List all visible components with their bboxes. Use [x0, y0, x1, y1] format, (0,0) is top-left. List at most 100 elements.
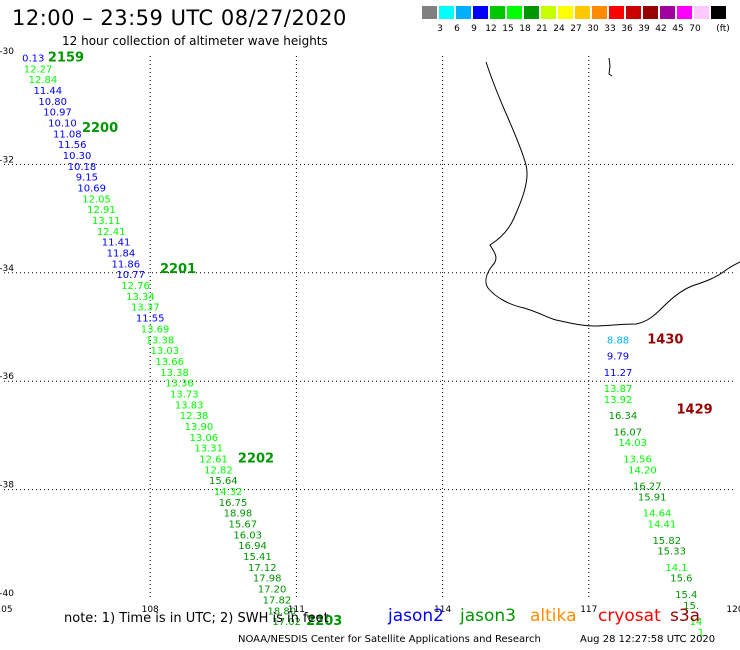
scale-swatch — [558, 6, 573, 19]
wave-height-value: 13.36 — [165, 379, 194, 390]
altimeter-tracks: 0.1312.2712.8411.4410.8010.9710.1011.081… — [22, 50, 713, 639]
lat-tick-label: -34 — [0, 264, 14, 274]
wave-height-value: 17.12 — [248, 563, 277, 574]
scale-swatch — [439, 6, 454, 19]
time-label: 2202 — [238, 452, 274, 467]
wave-height-value: 11.86 — [112, 259, 141, 270]
wave-height-value: 17.02 — [272, 617, 301, 628]
wave-height-value: 15.4 — [675, 590, 697, 601]
wave-height-value: 13.06 — [189, 433, 218, 444]
wave-height-value: 10.97 — [43, 108, 72, 119]
scale-swatch — [473, 6, 488, 19]
wave-height-value: 13.31 — [194, 444, 223, 455]
wave-height-value: 10.80 — [38, 97, 67, 108]
wave-height-value: 15.41 — [243, 552, 272, 563]
coastline-australia — [485, 61, 740, 327]
wave-height-value: 15.82 — [652, 536, 681, 547]
lon-tick-label: 105 — [0, 605, 13, 615]
scale-tick-label: 45 — [672, 24, 684, 34]
lon-tick-label: 120 — [726, 605, 740, 615]
scale-tick-label: 9 — [471, 24, 477, 34]
wave-height-value: 11.56 — [58, 140, 87, 151]
wave-height-value: 11.08 — [53, 129, 82, 140]
wave-height-value: 10.10 — [48, 118, 77, 129]
wave-height-value: 13.11 — [92, 216, 121, 227]
wave-height-value: 14 — [690, 617, 703, 628]
satellite-label-s3a: s3a — [670, 606, 701, 626]
wave-height-value: 12.61 — [199, 455, 228, 466]
time-label: 2201 — [160, 262, 196, 277]
scale-tick-label: 42 — [655, 24, 667, 34]
time-label: 1429 — [677, 403, 713, 418]
lat-lon-grid — [4, 56, 735, 598]
wave-height-value: 16.34 — [609, 411, 638, 422]
scale-unit-label: (ft) — [716, 24, 730, 34]
wave-height-value: 12.76 — [121, 281, 150, 292]
track-jason3: 0.1312.2712.8411.4410.8010.9710.1011.081… — [22, 50, 342, 629]
scale-tick-label: 27 — [570, 24, 582, 34]
footer-note: note: 1) Time is in UTC; 2) SWH is in fe… — [64, 611, 329, 626]
wave-height-value: 10.77 — [116, 270, 145, 281]
small-island — [608, 57, 613, 77]
wave-height-value: 16.03 — [233, 530, 262, 541]
scale-swatch — [626, 6, 641, 19]
wave-height-value: 15. — [683, 601, 699, 612]
wave-height-value: 0.13 — [22, 53, 44, 64]
wave-height-value: 17.98 — [253, 574, 282, 585]
lat-tick-label: -30 — [0, 47, 14, 57]
scale-tick-label: 70 — [689, 24, 701, 34]
lat-tick-label: -38 — [0, 481, 14, 491]
satellite-label-jason3: jason3 — [460, 606, 516, 626]
scale-swatch — [456, 6, 471, 19]
wave-height-value: 18.80 — [267, 606, 296, 617]
wave-height-value: 9.79 — [607, 352, 629, 363]
wave-height-value: 11.41 — [102, 238, 131, 249]
scale-tick-label: 39 — [638, 24, 650, 34]
wave-height-value: 13.92 — [604, 395, 633, 406]
wave-height-value: 17.82 — [263, 595, 292, 606]
lon-tick-label: 108 — [142, 605, 159, 615]
scale-swatch — [694, 6, 709, 19]
wave-height-value: 13.56 — [623, 455, 652, 466]
wave-height-value: 16.27 — [633, 482, 662, 493]
scale-tick-label: 21 — [536, 24, 548, 34]
lat-tick-label: -40 — [0, 589, 14, 599]
scale-swatch — [660, 6, 675, 19]
lat-tick-label: -36 — [0, 372, 14, 382]
scale-swatch — [541, 6, 556, 19]
wave-height-value: 13.34 — [126, 292, 155, 303]
wave-height-value: 12.05 — [82, 194, 111, 205]
scale-swatch — [422, 6, 437, 19]
wave-height-value: 14.41 — [648, 520, 677, 531]
wave-height-value: 8.88 — [607, 335, 629, 346]
time-label: 2203 — [306, 614, 342, 629]
scale-swatch — [507, 6, 522, 19]
wave-height-value: 11.44 — [34, 86, 63, 97]
wave-height-value: 12.38 — [180, 411, 209, 422]
wave-height-value: 12.84 — [29, 75, 58, 86]
wave-height-value: 15.91 — [638, 492, 667, 503]
wave-height-value: 17.20 — [258, 585, 287, 596]
wave-height-value: 14.20 — [628, 465, 657, 476]
wave-height-value: 12.82 — [204, 465, 233, 476]
wave-height-value: 15.6 — [670, 574, 692, 585]
scale-tick-label: 3 — [437, 24, 443, 34]
wave-height-value: 14.1 — [665, 563, 687, 574]
wave-height-value: 13.90 — [185, 422, 214, 433]
wave-height-value: 13.69 — [141, 324, 170, 335]
wave-height-value: 14.64 — [643, 509, 672, 520]
scale-swatch — [592, 6, 607, 19]
wave-height-value: 13.83 — [175, 400, 204, 411]
wave-height-value: 12.27 — [24, 64, 53, 75]
lon-tick-label: 117 — [580, 605, 597, 615]
page-subtitle: 12 hour collection of altimeter wave hei… — [62, 34, 328, 48]
wave-height-value: 10.18 — [68, 162, 97, 173]
wave-height-value: 13.38 — [146, 335, 175, 346]
scale-tick-label: 15 — [502, 24, 514, 34]
scale-swatch — [524, 6, 539, 19]
wave-height-value: 16.07 — [613, 427, 642, 438]
wave-height-value: 9.15 — [76, 173, 98, 184]
wave-height-value: 12.41 — [97, 227, 126, 238]
